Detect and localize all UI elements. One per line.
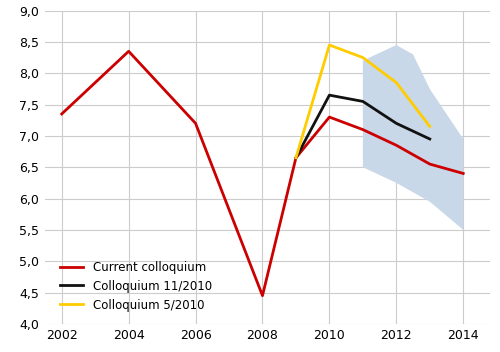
Colloquium 5/2010 [360, 56, 366, 60]
Colloquium 5/2010 [427, 124, 433, 128]
Colloquium 5/2010 [394, 81, 400, 85]
Current colloquium [293, 156, 299, 160]
Current colloquium [326, 115, 332, 119]
Legend: Current colloquium, Colloquium 11/2010, Colloquium 5/2010: Current colloquium, Colloquium 11/2010, … [60, 261, 212, 312]
Current colloquium [126, 49, 132, 54]
Colloquium 5/2010 [326, 43, 332, 47]
Colloquium 11/2010 [293, 156, 299, 160]
Current colloquium [192, 121, 198, 125]
Colloquium 11/2010 [394, 121, 400, 125]
Current colloquium [260, 294, 266, 298]
Colloquium 11/2010 [360, 99, 366, 103]
Colloquium 11/2010 [427, 137, 433, 141]
Current colloquium [427, 162, 433, 166]
Colloquium 11/2010 [326, 93, 332, 97]
Line: Colloquium 5/2010: Colloquium 5/2010 [296, 45, 430, 158]
Current colloquium [58, 112, 64, 116]
Current colloquium [394, 143, 400, 147]
Current colloquium [460, 171, 466, 176]
Current colloquium [360, 127, 366, 132]
Polygon shape [363, 45, 463, 230]
Line: Current colloquium: Current colloquium [62, 51, 463, 296]
Line: Colloquium 11/2010: Colloquium 11/2010 [296, 95, 430, 158]
Colloquium 5/2010 [293, 156, 299, 160]
